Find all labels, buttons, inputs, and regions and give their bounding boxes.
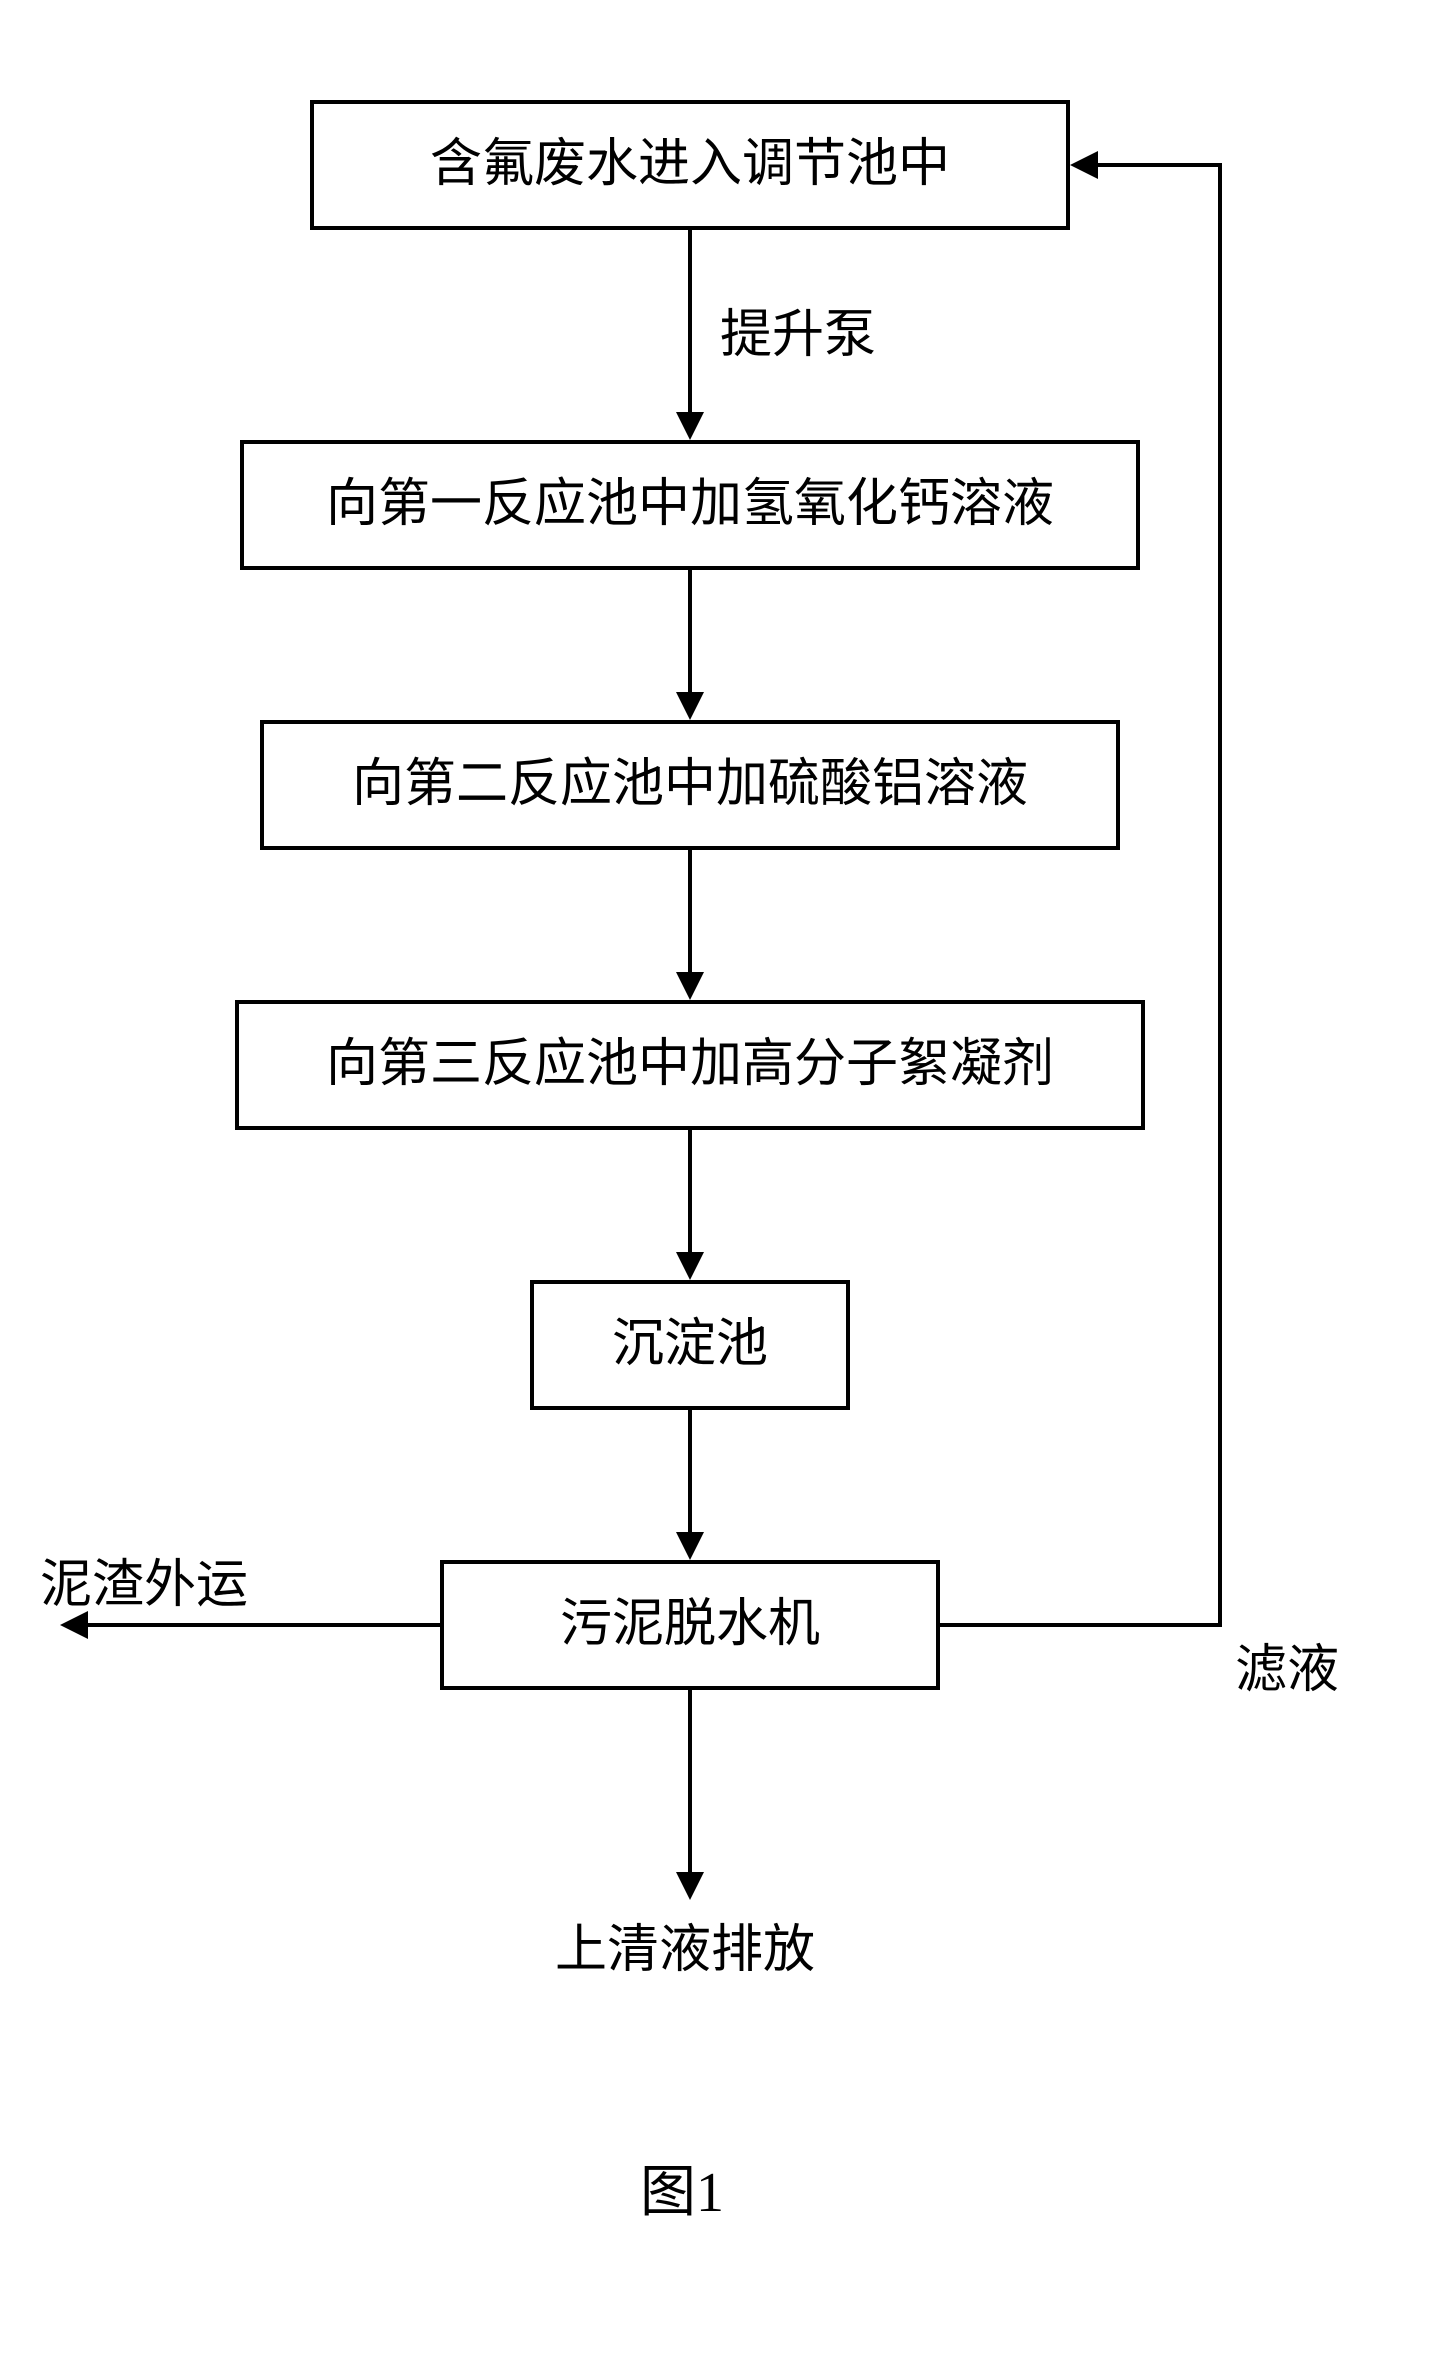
node-label: 向第三反应池中加高分子絮凝剂 bbox=[326, 1034, 1054, 1096]
node-label: 污泥脱水机 bbox=[560, 1594, 820, 1656]
figure-caption: 图1 bbox=[640, 2160, 724, 2227]
node-regulating-tank: 含氟废水进入调节池中 bbox=[310, 100, 1070, 230]
node-label: 向第一反应池中加氢氧化钙溶液 bbox=[326, 474, 1054, 536]
label-filtrate: 滤液 bbox=[1235, 1640, 1339, 1702]
edge-n5-n6 bbox=[676, 1410, 704, 1560]
label-lift-pump: 提升泵 bbox=[720, 305, 876, 367]
node-reaction-tank-1: 向第一反应池中加氢氧化钙溶液 bbox=[240, 440, 1140, 570]
edge-filtrate-feedback bbox=[940, 151, 1220, 1625]
edge-n6-effluent bbox=[676, 1690, 704, 1900]
edge-n2-n3 bbox=[676, 570, 704, 720]
node-reaction-tank-3: 向第三反应池中加高分子絮凝剂 bbox=[235, 1000, 1145, 1130]
edge-n3-n4 bbox=[676, 850, 704, 1000]
node-label: 向第二反应池中加硫酸铝溶液 bbox=[352, 754, 1028, 816]
label-sludge-out: 泥渣外运 bbox=[40, 1555, 248, 1617]
node-sludge-dewatering: 污泥脱水机 bbox=[440, 1560, 940, 1690]
node-label: 沉淀池 bbox=[612, 1314, 768, 1376]
flowchart-canvas: 含氟废水进入调节池中 向第一反应池中加氢氧化钙溶液 向第二反应池中加硫酸铝溶液 … bbox=[0, 0, 1455, 2369]
edge-n4-n5 bbox=[676, 1130, 704, 1280]
label-effluent: 上清液排放 bbox=[555, 1920, 815, 1982]
node-sedimentation-tank: 沉淀池 bbox=[530, 1280, 850, 1410]
edge-n1-n2 bbox=[676, 230, 704, 440]
node-reaction-tank-2: 向第二反应池中加硫酸铝溶液 bbox=[260, 720, 1120, 850]
node-label: 含氟废水进入调节池中 bbox=[430, 134, 950, 196]
